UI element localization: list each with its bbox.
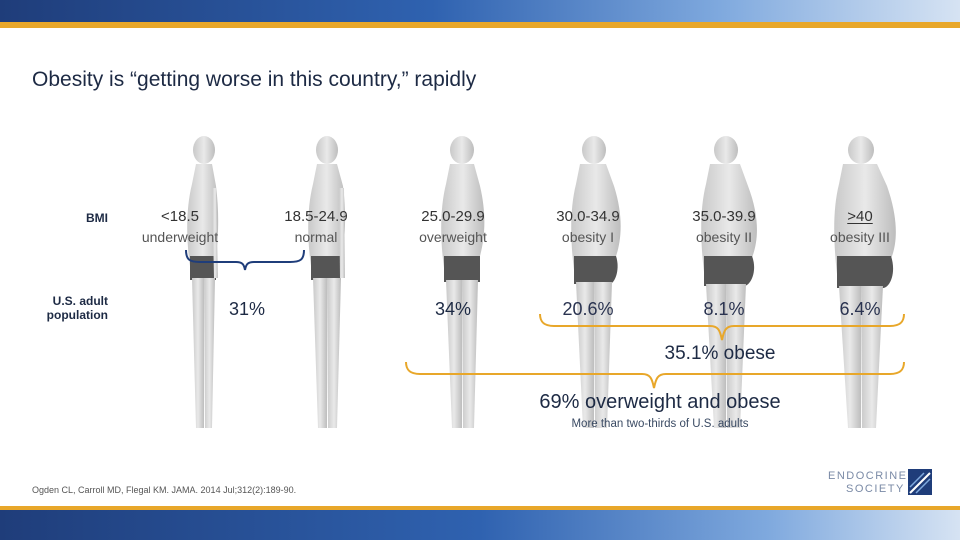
logo-text-line1: ENDOCRINE	[828, 470, 908, 482]
endocrine-society-logo: ENDOCRINE SOCIETY	[828, 467, 934, 497]
bracket-underweight-normal	[185, 249, 305, 271]
category-normal: 18.5-24.9 normal	[256, 207, 376, 247]
category-name: normal	[294, 229, 338, 245]
category-overweight: 25.0-29.9 overweight	[393, 207, 513, 247]
category-range: 35.0-39.9	[692, 208, 756, 225]
figure-normal	[308, 136, 346, 428]
citation: Ogden CL, Carroll MD, Flegal KM. JAMA. 2…	[32, 485, 297, 495]
obese-total-label: 35.1% obese	[664, 343, 776, 364]
figure-overweight	[441, 136, 485, 428]
pct-overweight: 34%	[434, 299, 472, 319]
figure-underweight	[187, 136, 219, 428]
slide-title: Obesity is “getting worse in this countr…	[32, 68, 477, 91]
pct-underweight-normal: 31%	[228, 299, 266, 319]
category-name: obesity I	[561, 229, 615, 245]
category-name: underweight	[141, 229, 219, 245]
footer-band	[0, 510, 960, 540]
logo-icon	[908, 469, 932, 495]
category-range: >40	[847, 208, 873, 225]
category-name: obesity III	[830, 229, 890, 245]
category-underweight: <18.5 underweight	[120, 207, 240, 247]
category-range: 30.0-34.9	[556, 208, 620, 225]
pct-obesity-3: 6.4%	[839, 299, 881, 319]
figure-obesity-1	[571, 136, 621, 428]
category-obesity-2: 35.0-39.9 obesity II	[664, 207, 784, 247]
header-stripe	[0, 22, 960, 28]
bracket-obese	[539, 313, 905, 341]
category-name: obesity II	[695, 229, 753, 245]
category-range: <18.5	[161, 208, 199, 225]
category-range: 25.0-29.9	[421, 208, 485, 225]
category-obesity-3: >40 obesity III	[800, 207, 920, 247]
figure-obesity-2	[701, 136, 757, 428]
category-obesity-1: 30.0-34.9 obesity I	[528, 207, 648, 247]
overweight-obese-total-label: 69% overweight and obese	[539, 391, 781, 413]
header-band	[0, 0, 960, 22]
pct-obesity-2: 8.1%	[703, 299, 745, 319]
figure-obesity-3	[834, 136, 896, 428]
footer-stripe	[0, 506, 960, 511]
bmi-row-label: BMI	[86, 211, 108, 225]
category-name: overweight	[419, 229, 487, 245]
population-row-label: U.S. adult population	[46, 294, 108, 322]
logo-text-line2: SOCIETY	[846, 483, 905, 495]
category-range: 18.5-24.9	[284, 208, 348, 225]
overweight-obese-subtitle: More than two-thirds of U.S. adults	[571, 418, 749, 430]
bracket-overweight-obese	[405, 361, 905, 389]
pct-obesity-1: 20.6%	[562, 299, 614, 319]
